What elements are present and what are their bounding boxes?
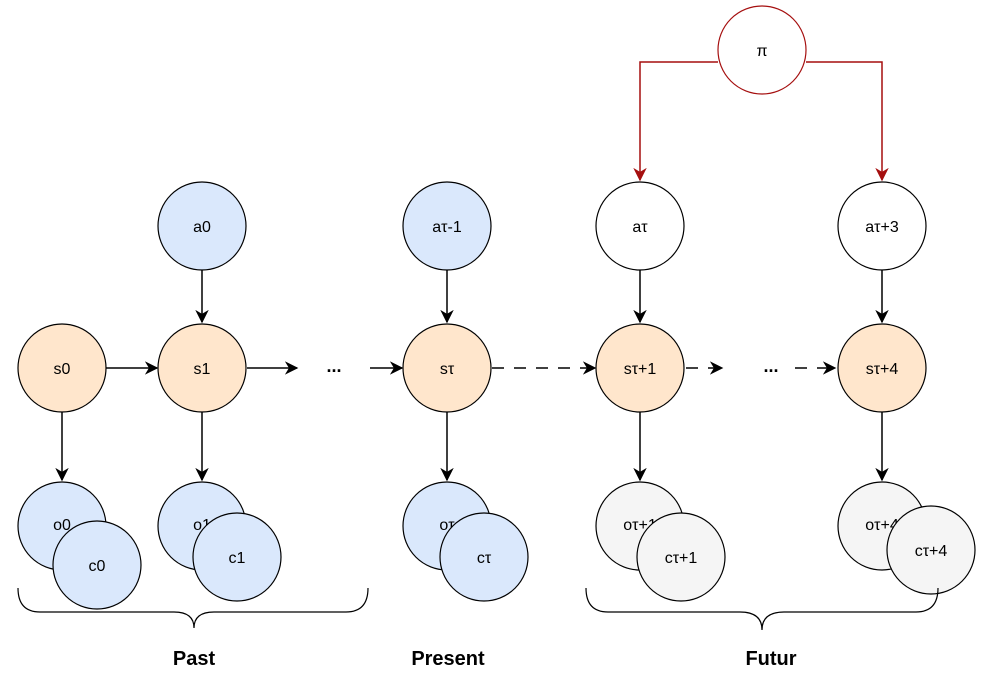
node-a0-label: a0	[193, 219, 211, 236]
edge-pi-atau	[633, 61, 718, 182]
braces	[17, 587, 939, 631]
node-o-tau-plus-4-label: oτ+4	[865, 517, 899, 534]
node-a-tau-minus-1: aτ-1	[402, 181, 492, 271]
node-c0: c0	[52, 520, 142, 610]
node-c0-label: c0	[89, 558, 106, 575]
node-s1: s1	[157, 323, 247, 413]
section-label-present: Present	[411, 648, 485, 670]
node-s-tau-label: sτ	[440, 361, 455, 378]
node-c-tau-plus-1-label: cτ+1	[665, 550, 698, 567]
node-s1-label: s1	[194, 361, 211, 378]
node-c-tau-label: cτ	[477, 550, 492, 567]
node-s-tau-plus-1: sτ+1	[595, 323, 685, 413]
node-pi-label: π	[756, 43, 767, 60]
node-c-tau-plus-4: cτ+4	[886, 505, 976, 595]
node-a-tau-plus-3-label: aτ+3	[865, 219, 899, 236]
node-a0: a0	[157, 181, 247, 271]
nodes: π a0 aτ-1 aτ aτ+3 s0 s1 sτ	[17, 5, 976, 610]
node-c-tau-plus-4-label: cτ+4	[915, 543, 948, 560]
section-label-future: Futur	[745, 648, 796, 670]
node-c1-label: c1	[229, 550, 246, 567]
edge-pi-atau3	[806, 61, 889, 182]
section-label-past: Past	[173, 648, 216, 670]
brace-future	[585, 587, 939, 631]
node-s-tau: sτ	[402, 323, 492, 413]
node-a-tau-plus-3: aτ+3	[837, 181, 927, 271]
node-a-tau: aτ	[595, 181, 685, 271]
ellipsis-past: ...	[326, 356, 341, 376]
node-s-tau-plus-1-label: sτ+1	[624, 361, 657, 378]
node-a-tau-minus-1-label: aτ-1	[432, 219, 462, 236]
node-c1: c1	[192, 512, 282, 602]
node-pi: π	[717, 5, 807, 95]
node-s-tau-plus-4: sτ+4	[837, 323, 927, 413]
ellipsis-future: ...	[763, 356, 778, 376]
node-s-tau-plus-4-label: sτ+4	[866, 361, 899, 378]
node-s0-label: s0	[54, 361, 71, 378]
node-o0-label: o0	[53, 517, 71, 534]
node-c-tau: cτ	[439, 512, 529, 602]
node-c-tau-plus-1: cτ+1	[636, 512, 726, 602]
edges	[55, 270, 889, 482]
brace-past	[17, 587, 369, 629]
node-s0: s0	[17, 323, 107, 413]
policy-edges	[633, 61, 889, 182]
node-a-tau-label: aτ	[632, 219, 648, 236]
